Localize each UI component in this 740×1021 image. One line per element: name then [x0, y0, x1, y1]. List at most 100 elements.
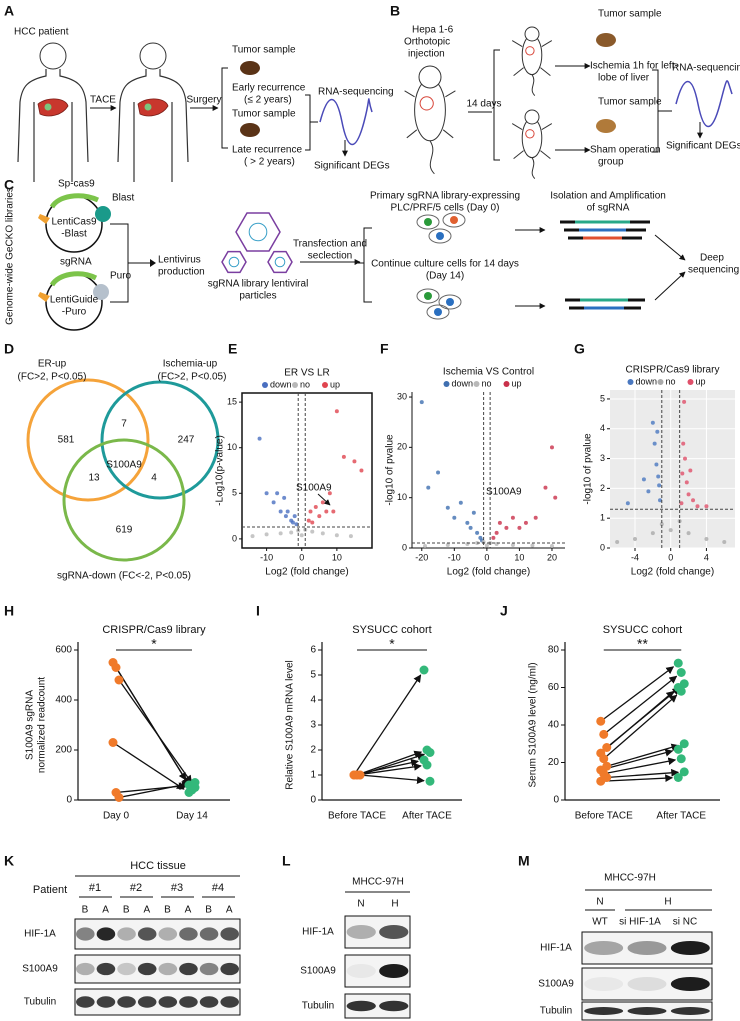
bracket	[110, 223, 150, 303]
x-tick-label: 10	[332, 552, 342, 562]
annotation: S100A9	[296, 483, 332, 494]
chart-title: SYSUCC cohort	[352, 624, 431, 636]
pair-line	[606, 768, 680, 779]
y-tick-label: 60	[548, 682, 560, 693]
point	[676, 686, 686, 696]
y-tick-label: 3	[600, 453, 605, 463]
label: sgRNA-down (FC<-2, P<0.05)	[57, 571, 191, 582]
pair-line	[600, 774, 674, 783]
chart-title: Ischemia VS Control	[443, 367, 534, 378]
point	[114, 793, 124, 802]
band	[627, 940, 667, 956]
blast-gene	[95, 206, 111, 222]
patient-head	[39, 42, 67, 70]
point	[290, 520, 295, 525]
y-tick-label: 20	[548, 757, 560, 768]
label: ER-up	[38, 359, 67, 370]
point	[271, 500, 276, 505]
point	[292, 514, 297, 519]
virus-core	[248, 222, 268, 242]
pair-line	[603, 694, 678, 760]
point	[426, 485, 431, 490]
y-tick-label: 0	[310, 795, 316, 806]
band	[179, 996, 198, 1008]
point	[497, 520, 502, 525]
cell	[428, 228, 452, 244]
point	[681, 441, 686, 446]
pair-line	[603, 675, 678, 735]
panel-letter: D	[4, 341, 14, 357]
label: 247	[178, 435, 195, 446]
label: seclection	[308, 251, 352, 262]
label: of sgRNA	[587, 203, 630, 214]
point	[679, 501, 684, 506]
y-axis-label: normalized readcount	[37, 677, 48, 773]
point	[686, 492, 691, 497]
point	[657, 483, 662, 488]
point	[646, 489, 651, 494]
point	[704, 537, 709, 542]
panel-letter: H	[4, 603, 14, 619]
band	[199, 962, 219, 976]
label: A	[143, 905, 150, 916]
tumor-sample	[596, 119, 616, 133]
label: B	[164, 905, 171, 916]
label: #4	[212, 882, 224, 894]
legend-swatch	[262, 382, 268, 388]
label: group	[598, 157, 624, 168]
point	[676, 754, 686, 764]
point	[679, 767, 689, 777]
band	[199, 927, 219, 941]
label: Primary sgRNA library-expressing	[370, 191, 520, 202]
point	[471, 510, 476, 515]
point	[722, 540, 727, 545]
band	[96, 927, 116, 941]
label: 7	[121, 419, 127, 430]
mouse-tail	[429, 140, 435, 175]
label: Isolation and Amplification	[550, 191, 666, 202]
tumor-sample	[240, 61, 260, 75]
x-tick-label: 0	[668, 552, 673, 562]
y-tick-label: 3	[310, 720, 316, 731]
band	[670, 940, 710, 956]
label: Surgery	[186, 95, 221, 106]
puro-gene	[93, 284, 109, 300]
cell	[438, 294, 462, 310]
nucleus	[450, 216, 458, 224]
pair-line	[112, 741, 185, 790]
significance: *	[151, 636, 157, 652]
mouse-limbs	[404, 90, 456, 139]
point	[320, 500, 325, 505]
label: si HIF-1A	[619, 917, 661, 928]
label: Late recurrence	[232, 145, 302, 156]
label: A	[226, 905, 233, 916]
pair-line	[356, 762, 422, 776]
point	[445, 505, 450, 510]
mouse-liver	[525, 46, 535, 56]
point	[684, 480, 689, 485]
label: si NC	[673, 917, 697, 928]
label: MHCC-97H	[352, 877, 404, 888]
label: -Blast	[61, 229, 87, 240]
y-tick-label: 15	[227, 396, 237, 406]
label: Puro	[110, 271, 132, 282]
point	[668, 528, 673, 533]
mouse-head	[524, 109, 540, 125]
venn-ischemia	[100, 380, 220, 500]
x-tick-label: 0	[299, 552, 304, 562]
point	[695, 504, 700, 509]
point	[615, 540, 620, 545]
bracket	[652, 69, 672, 153]
point	[465, 520, 470, 525]
point	[425, 776, 435, 786]
y-tick-label: 4	[310, 695, 316, 706]
promoter	[38, 292, 50, 302]
y-tick-label: 4	[600, 423, 605, 433]
label: RNA-sequencing	[318, 87, 394, 98]
point	[504, 525, 509, 530]
band	[346, 963, 376, 979]
panel-letter: G	[574, 341, 585, 357]
band	[584, 940, 624, 956]
panel-letter: B	[390, 3, 400, 19]
point	[282, 495, 287, 500]
